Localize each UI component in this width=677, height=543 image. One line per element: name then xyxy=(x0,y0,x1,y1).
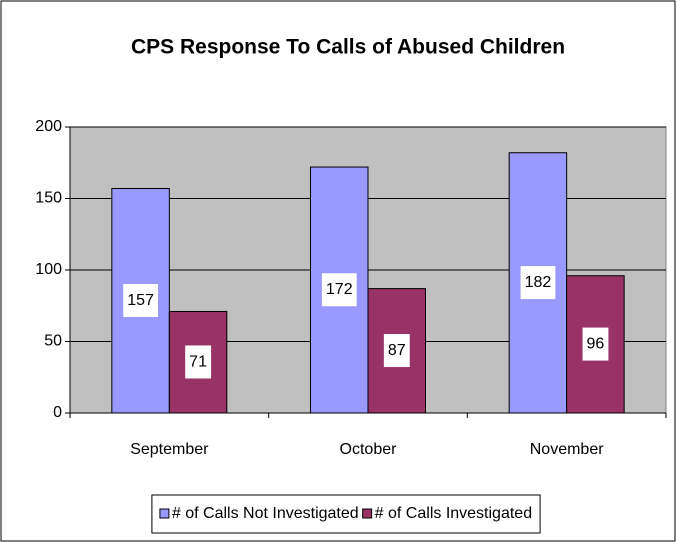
data-label-box xyxy=(520,266,556,300)
y-tick-label: 50 xyxy=(44,333,62,350)
chart-title: CPS Response To Calls of Abused Children xyxy=(131,36,565,59)
x-tick-label: September xyxy=(130,441,209,458)
x-tick-label: November xyxy=(530,441,604,458)
legend-swatch xyxy=(159,508,170,519)
data-label-box xyxy=(582,327,609,361)
data-label: 96 xyxy=(587,336,605,353)
data-label: 157 xyxy=(127,292,154,309)
legend-box xyxy=(151,494,541,534)
data-label-box xyxy=(321,273,357,307)
legend-swatch xyxy=(362,508,373,519)
x-tick-label: October xyxy=(340,441,398,458)
data-label: 87 xyxy=(388,342,406,359)
legend-label: # of Calls Investigated xyxy=(375,505,532,522)
data-label-box xyxy=(383,334,410,368)
data-label-box xyxy=(185,345,212,379)
data-label: 182 xyxy=(525,274,552,291)
y-tick-label: 150 xyxy=(35,190,62,207)
data-label: 71 xyxy=(189,353,207,370)
y-tick-label: 100 xyxy=(35,261,62,278)
data-label-box xyxy=(123,283,159,317)
y-tick-label: 200 xyxy=(35,118,62,135)
y-tick-label: 0 xyxy=(53,404,62,421)
legend-label: # of Calls Not Investigated xyxy=(172,505,359,522)
data-label: 172 xyxy=(326,281,353,298)
